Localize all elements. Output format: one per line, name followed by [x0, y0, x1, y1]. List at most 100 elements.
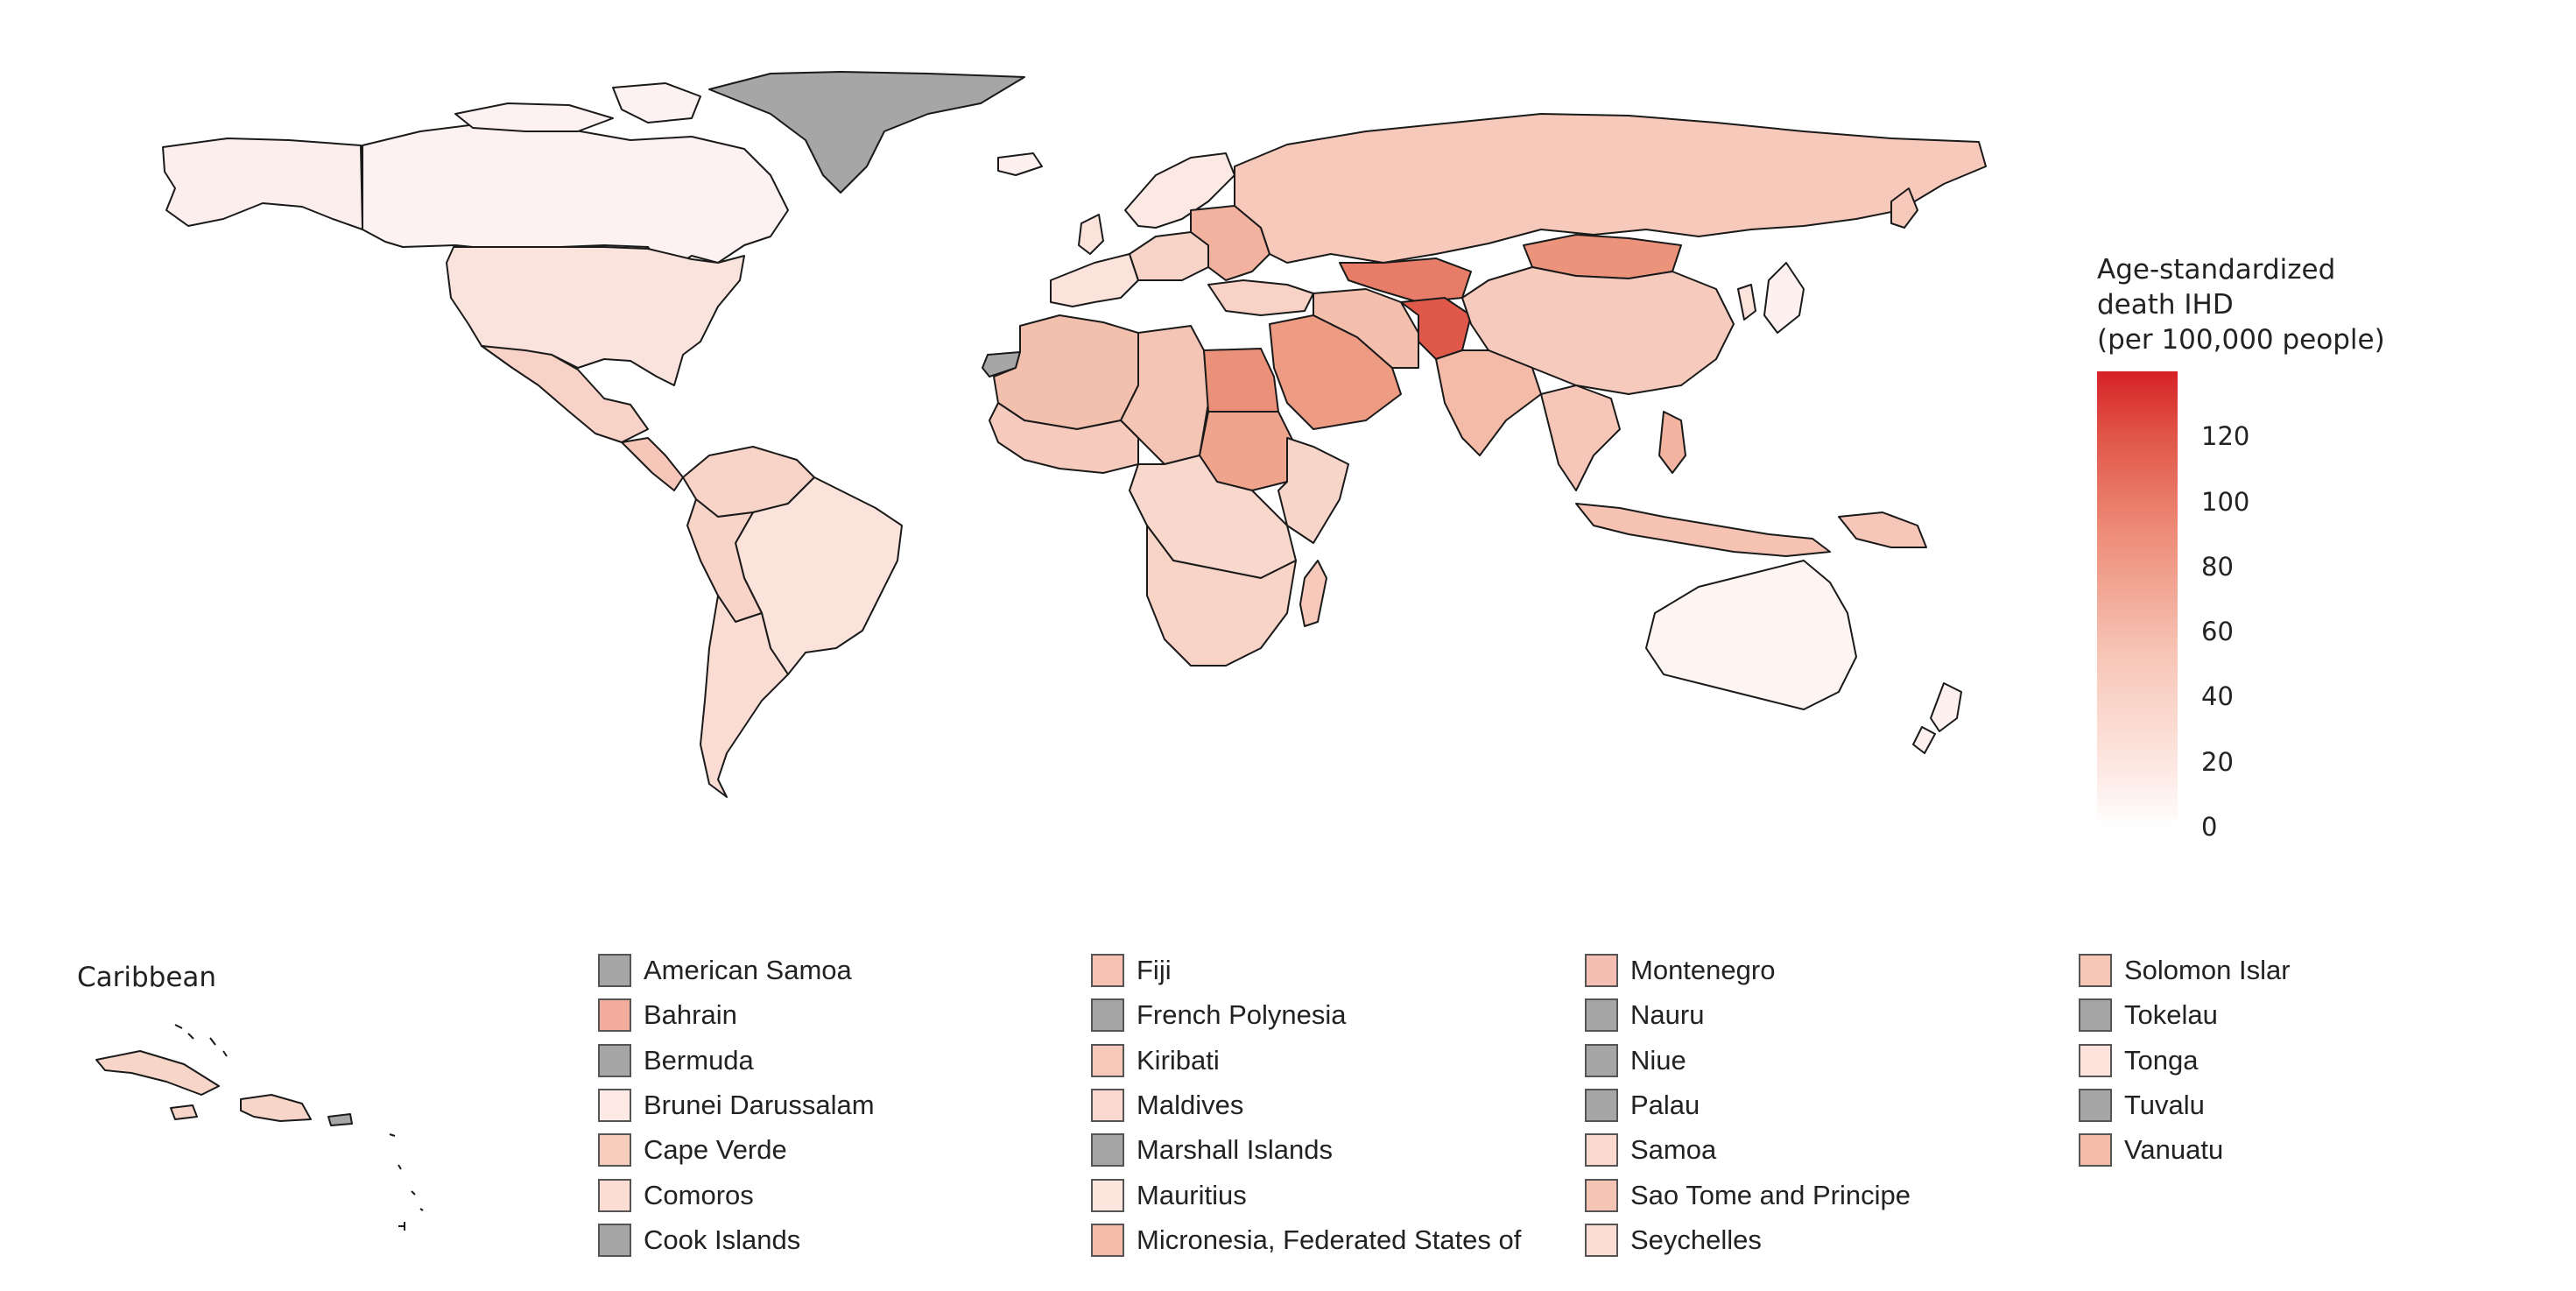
legend-label: Samoa — [1630, 1134, 1717, 1166]
legend-swatch — [598, 954, 631, 987]
colorbar-tick-label: 20 — [2201, 746, 2234, 777]
legend-item: French Polynesia — [1091, 996, 1347, 1034]
legend-label: Brunei Darussalam — [644, 1089, 875, 1120]
legend-item: Sao Tome and Principe — [1585, 1176, 1911, 1215]
inset-small-islands — [174, 1024, 424, 1231]
colorbar-tick-mark — [2178, 631, 2192, 633]
legend-swatch — [598, 1223, 631, 1257]
legend-swatch — [598, 1178, 631, 1212]
legend-swatch — [1091, 1133, 1124, 1168]
legend-swatch — [598, 998, 631, 1033]
colorbar-tick-mark — [2178, 565, 2192, 568]
region-iceland — [997, 152, 1043, 176]
legend-item: Samoa — [1585, 1131, 1716, 1169]
legend-swatch — [1585, 1088, 1618, 1122]
legend-swatch — [1091, 1043, 1124, 1077]
legend-swatch — [1585, 998, 1618, 1033]
legend-label: Mauritius — [1137, 1179, 1247, 1210]
legend-item: Niue — [1585, 1041, 1686, 1080]
region-western-europe — [1050, 253, 1139, 307]
region-usa — [446, 246, 745, 386]
legend-swatch — [1091, 1088, 1124, 1122]
legend-swatch — [1091, 998, 1124, 1033]
region-greenland — [708, 71, 1025, 194]
region-korea — [1737, 284, 1756, 321]
region-central-america — [621, 437, 684, 491]
legend-label: Marshall Islands — [1137, 1134, 1333, 1166]
region-indonesia — [1575, 503, 1831, 557]
region-iran — [1313, 288, 1419, 369]
legend-label: Tokelau — [2124, 999, 2218, 1031]
legend-item: Fiji — [1091, 951, 1172, 990]
legend-swatch — [2079, 1043, 2112, 1077]
region-egypt — [1203, 348, 1279, 413]
legend-label: Solomon Islar — [2124, 955, 2291, 985]
legend-item: Marshall Islands — [1091, 1131, 1333, 1169]
region-northwest-africa — [993, 314, 1139, 430]
legend-label: Cape Verde — [644, 1134, 787, 1166]
legend-item: Brunei Darussalam — [598, 1086, 875, 1125]
legend-swatch — [1585, 1223, 1618, 1257]
legend-label: Bahrain — [644, 999, 737, 1031]
legend-item: Cape Verde — [598, 1131, 787, 1169]
colorbar-gradient — [2097, 371, 2178, 827]
legend-swatch — [598, 1088, 631, 1122]
legend-item: Micronesia, Federated States of — [1091, 1221, 1521, 1259]
legend-item: American Samoa — [598, 951, 852, 990]
inset-puerto-rico — [327, 1113, 353, 1126]
region-arctic-islands — [454, 102, 614, 132]
colorbar-tick-label: 80 — [2201, 551, 2234, 582]
region-uk — [1078, 214, 1104, 255]
region-mexico — [481, 345, 649, 443]
legend-swatch — [1585, 1043, 1618, 1077]
legend-item: Solomon Islar — [2079, 951, 2291, 990]
legend-label: Micronesia, Federated States of — [1137, 1224, 1522, 1255]
legend-item: Nauru — [1585, 996, 1704, 1034]
legend-item: Maldives — [1091, 1086, 1243, 1125]
colorbar-title-line-3: (per 100,000 people) — [2097, 324, 2385, 356]
legend-label: French Polynesia — [1137, 999, 1347, 1031]
region-india — [1435, 349, 1542, 456]
legend-swatch — [1585, 1133, 1618, 1168]
legend-item: Tonga — [2079, 1041, 2198, 1080]
colorbar-tick-mark — [2178, 500, 2192, 503]
colorbar-tick-mark — [2178, 826, 2192, 828]
legend-label: Maldives — [1137, 1089, 1244, 1120]
region-turkey — [1207, 279, 1314, 316]
legend-label: Niue — [1630, 1044, 1686, 1076]
colorbar-tick-mark — [2178, 760, 2192, 763]
legend-item: Comoros — [598, 1176, 754, 1215]
legend-item: Mauritius — [1091, 1176, 1247, 1215]
region-horn-of-africa — [1277, 437, 1349, 544]
region-southern-africa — [1146, 525, 1297, 667]
colorbar-title: Age-standardized death IHD (per 100,000 … — [2097, 252, 2395, 357]
legend-label: Bermuda — [644, 1044, 754, 1076]
legend-item: Bermuda — [598, 1041, 754, 1080]
legend-label: Vanuatu — [2124, 1134, 2224, 1166]
legend-label: Comoros — [644, 1179, 754, 1210]
inset-cuba — [95, 1050, 220, 1096]
legend-label: Tuvalu — [2124, 1089, 2205, 1120]
legend-item: Tuvalu — [2079, 1086, 2205, 1125]
legend-label: Sao Tome and Principe — [1630, 1179, 1911, 1210]
region-russia — [1234, 113, 1987, 264]
legend-label: Fiji — [1137, 955, 1172, 985]
legend-swatch — [2079, 1133, 2112, 1168]
legend-label: Nauru — [1630, 999, 1705, 1031]
legend-swatch — [598, 1133, 631, 1168]
colorbar-tick-mark — [2178, 435, 2192, 438]
legend-item: Vanuatu — [2079, 1131, 2223, 1169]
colorbar-tick-mark — [2178, 695, 2192, 698]
legend-item: Kiribati — [1091, 1041, 1220, 1080]
inset-jamaica — [170, 1104, 198, 1120]
colorbar-tick-label: 0 — [2201, 812, 2218, 842]
region-alaska — [162, 138, 363, 230]
legend-swatch — [2079, 1088, 2112, 1122]
legend-swatch — [2079, 998, 2112, 1033]
legend-item: Palau — [1585, 1086, 1700, 1125]
legend-item: Cook Islands — [598, 1221, 800, 1259]
legend-label: Tonga — [2124, 1044, 2199, 1076]
region-central-europe — [1129, 231, 1209, 281]
region-australia — [1645, 560, 1857, 710]
